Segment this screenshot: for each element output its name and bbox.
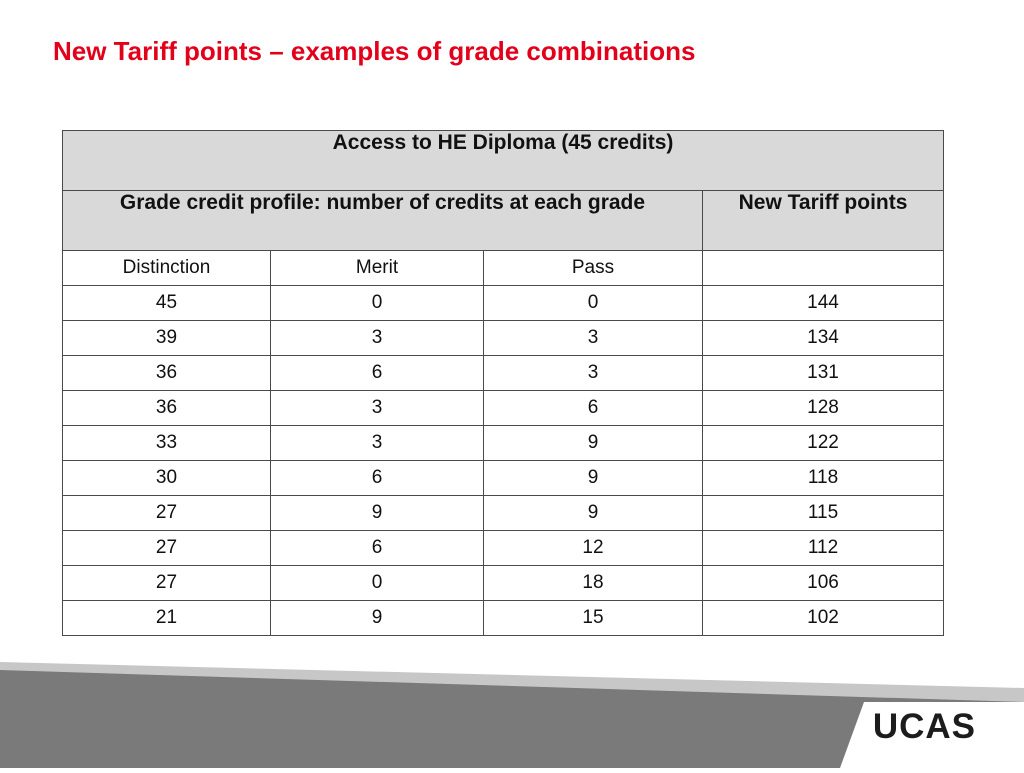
table-row: 30 6 9 118: [62, 460, 945, 496]
table-row: 27 0 18 106: [62, 565, 945, 601]
points-cell: 128: [701, 390, 945, 426]
distinction-cell: 21: [62, 600, 271, 636]
ucas-logo: UCAS: [872, 707, 976, 746]
pass-cell: 18: [483, 565, 703, 601]
points-cell: 131: [701, 355, 945, 391]
slide-title: New Tariff points – examples of grade co…: [53, 36, 696, 66]
merit-cell: 0: [270, 285, 484, 321]
table-row: 27 6 12 112: [62, 530, 945, 566]
distinction-cell: 27: [62, 530, 271, 566]
table-row: 45 0 0 144: [62, 285, 945, 321]
merit-cell: 0: [270, 565, 484, 601]
pass-cell: 6: [483, 390, 703, 426]
pass-cell: 15: [483, 600, 703, 636]
column-label-empty: [701, 250, 945, 286]
distinction-cell: 27: [62, 565, 271, 601]
pass-cell: 12: [483, 530, 703, 566]
footer-dark-band: [0, 670, 1024, 768]
merit-cell: 3: [270, 320, 484, 356]
points-cell: 112: [701, 530, 945, 566]
points-cell: 144: [701, 285, 945, 321]
table-heading: Access to HE Diploma (45 credits): [61, 130, 945, 191]
points-cell: 122: [701, 425, 945, 461]
merit-cell: 9: [270, 600, 484, 636]
footer-band: UCAS: [0, 662, 1024, 768]
merit-cell: 9: [270, 495, 484, 531]
table-row: 36 3 6 128: [62, 390, 945, 426]
pass-cell: 3: [483, 320, 703, 356]
distinction-cell: 27: [62, 495, 271, 531]
merit-cell: 6: [270, 530, 484, 566]
table-heading-row: Access to HE Diploma (45 credits): [61, 130, 945, 191]
table-subheading-row: Grade credit profile: number of credits …: [62, 190, 945, 251]
footer-shapes: [0, 662, 1024, 768]
pass-cell: 3: [483, 355, 703, 391]
pass-cell: 0: [483, 285, 703, 321]
distinction-cell: 33: [62, 425, 271, 461]
points-cell: 102: [701, 600, 945, 636]
distinction-cell: 36: [62, 390, 271, 426]
distinction-cell: 36: [62, 355, 271, 391]
points-cell: 118: [701, 460, 945, 496]
table-row: 27 9 9 115: [62, 495, 945, 531]
column-label-pass: Pass: [483, 250, 703, 286]
pass-cell: 9: [483, 495, 703, 531]
points-cell: 115: [701, 495, 945, 531]
merit-cell: 3: [270, 425, 484, 461]
table-row: 33 3 9 122: [62, 425, 945, 461]
distinction-cell: 39: [62, 320, 271, 356]
table-row: 21 9 15 102: [62, 600, 945, 636]
column-label-merit: Merit: [270, 250, 484, 286]
distinction-cell: 45: [62, 285, 271, 321]
merit-cell: 6: [270, 460, 484, 496]
table-row: 36 6 3 131: [62, 355, 945, 391]
tariff-points-header: New Tariff points: [701, 190, 945, 251]
grade-profile-header: Grade credit profile: number of credits …: [62, 190, 703, 251]
points-cell: 134: [701, 320, 945, 356]
tariff-table: Access to HE Diploma (45 credits) Grade …: [61, 130, 945, 636]
column-label-distinction: Distinction: [62, 250, 271, 286]
column-labels-row: Distinction Merit Pass: [62, 250, 945, 286]
footer-logo-panel: [840, 702, 1024, 768]
merit-cell: 6: [270, 355, 484, 391]
pass-cell: 9: [483, 460, 703, 496]
table-row: 39 3 3 134: [62, 320, 945, 356]
points-cell: 106: [701, 565, 945, 601]
distinction-cell: 30: [62, 460, 271, 496]
pass-cell: 9: [483, 425, 703, 461]
merit-cell: 3: [270, 390, 484, 426]
